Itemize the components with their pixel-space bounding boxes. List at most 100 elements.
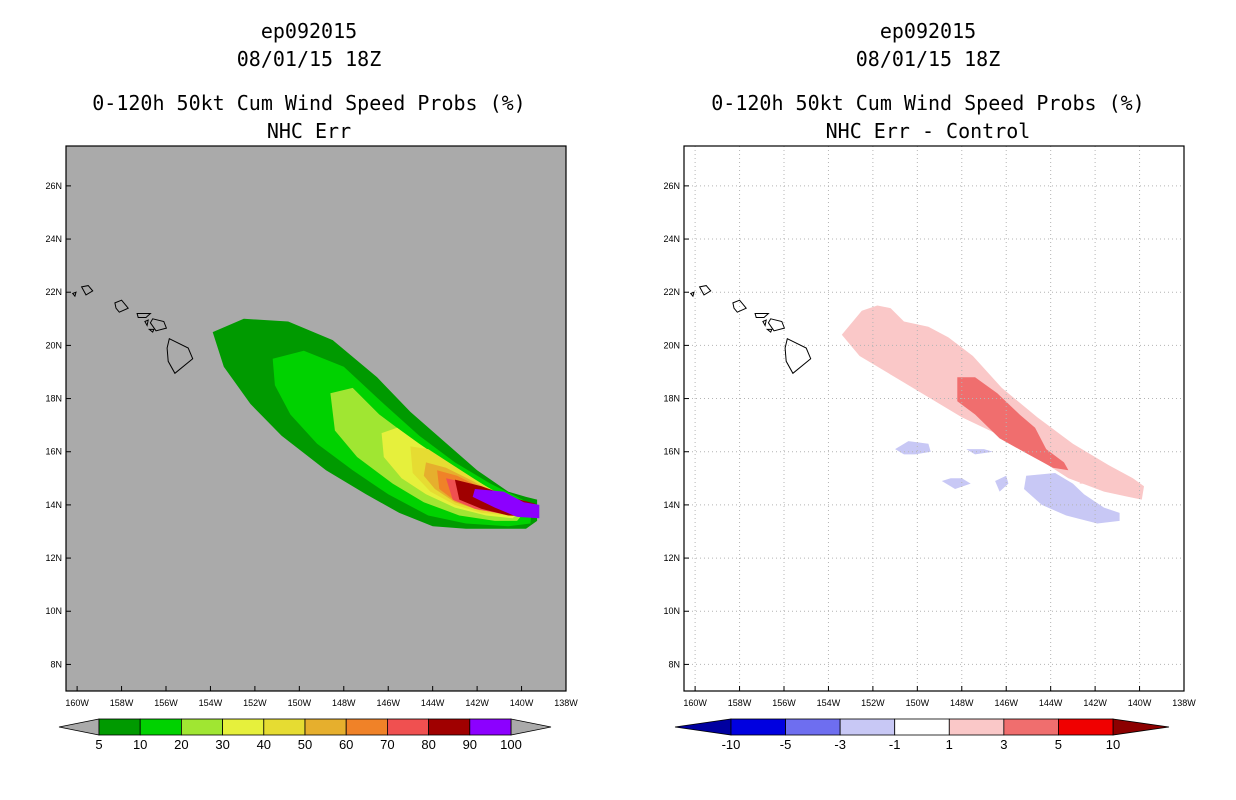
right-storm-id: ep092015 — [880, 19, 976, 43]
y-tick-label: 18N — [663, 394, 680, 404]
left-map-panel: 160W 158W 156W 154W 152W 150W 148W 146W 144W 142W… — [45, 145, 578, 708]
contour-level-neg3-6 — [995, 475, 1009, 492]
left-title: 0-120h 50kt Cum Wind Speed Probs (%) — [92, 91, 525, 115]
colorbar-swatch — [139, 718, 182, 736]
colorbar-label: 60 — [339, 737, 353, 752]
colorbar-swatch — [1058, 718, 1114, 736]
y-tick-label: 10N — [663, 606, 680, 616]
colorbar-swatch — [839, 718, 896, 736]
colorbar-swatch — [222, 718, 265, 736]
x-tick-label: 144W — [1039, 698, 1063, 708]
contour-level-3-1 — [957, 377, 1069, 471]
coastline-island-0 — [698, 285, 712, 296]
coastline-island-7 — [784, 337, 812, 375]
x-tick-label: 144W — [421, 698, 445, 708]
colorbar-swatch — [1003, 718, 1059, 736]
coastline-island-2 — [114, 299, 130, 313]
colorbar-label: 30 — [215, 737, 229, 752]
x-tick-label: 156W — [772, 698, 796, 708]
y-tick-label: 16N — [45, 447, 62, 457]
right-colorbar: -10 -5 -3 -1 1 3 5 10 — [674, 718, 1170, 752]
left-titles: ep092015 08/01/15 18Z 0-120h 50kt Cum Wi… — [92, 19, 525, 143]
contour-level-neg3-5 — [941, 478, 971, 489]
coastline-island-2 — [732, 299, 748, 313]
colorbar-label: 1 — [946, 737, 953, 752]
colorbar-swatch — [730, 718, 786, 736]
x-tick-label: 138W — [554, 698, 578, 708]
y-tick-label: 22N — [45, 287, 62, 297]
coastline-island-1 — [689, 291, 695, 298]
y-tick-label: 16N — [663, 447, 680, 457]
y-tick-label: 20N — [45, 340, 62, 350]
coastline-island-3 — [136, 313, 152, 318]
y-tick-label: 18N — [45, 394, 62, 404]
x-tick-label: 142W — [1083, 698, 1107, 708]
colorbar-right-arrow — [1112, 718, 1170, 736]
right-titles: ep092015 08/01/15 18Z 0-120h 50kt Cum Wi… — [711, 19, 1144, 143]
left-colorbar: 5 10 20 30 40 50 60 70 80 90 100 — [58, 718, 552, 752]
x-tick-label: 146W — [376, 698, 400, 708]
x-tick-label: 146W — [994, 698, 1018, 708]
y-tick-label: 12N — [45, 553, 62, 563]
right-datetime: 08/01/15 18Z — [856, 47, 1001, 71]
x-tick-label: 140W — [1128, 698, 1152, 708]
colorbar-swatch — [345, 718, 388, 736]
coastline-island-4 — [762, 319, 767, 327]
colorbar-label: -5 — [780, 737, 792, 752]
coastline-island-5 — [767, 318, 786, 332]
colorbar-label: -10 — [722, 737, 741, 752]
colorbar-swatch — [894, 718, 950, 736]
colorbar-swatch — [948, 718, 1005, 736]
x-tick-label: 140W — [510, 698, 534, 708]
y-tick-label: 20N — [663, 340, 680, 350]
map-frame — [65, 145, 567, 692]
x-tick-label: 158W — [110, 698, 134, 708]
y-tick-label: 22N — [663, 287, 680, 297]
x-tick-label: 152W — [243, 698, 267, 708]
x-tick-label: 152W — [861, 698, 885, 708]
x-tick-label: 158W — [728, 698, 752, 708]
x-tick-label: 142W — [465, 698, 489, 708]
coastline-island-5 — [149, 318, 168, 332]
y-tick-label: 10N — [45, 606, 62, 616]
y-tick-label: 14N — [45, 500, 62, 510]
x-tick-label: 154W — [817, 698, 841, 708]
colorbar-swatch — [180, 718, 223, 736]
x-tick-label: 138W — [1172, 698, 1196, 708]
x-tick-label: 148W — [332, 698, 356, 708]
x-tick-label: 148W — [950, 698, 974, 708]
y-tick-label: 14N — [663, 500, 680, 510]
colorbar-swatch — [304, 718, 347, 736]
right-subtitle: NHC Err - Control — [826, 119, 1031, 143]
contour-level-90-9 — [472, 489, 540, 519]
right-title: 0-120h 50kt Cum Wind Speed Probs (%) — [711, 91, 1144, 115]
map-frame — [683, 145, 1185, 692]
coastline-island-6 — [147, 328, 155, 333]
x-tick-label: 154W — [199, 698, 223, 708]
x-tick-label: 160W — [683, 698, 707, 708]
coastline-island-7 — [166, 337, 194, 375]
coastline-island-4 — [144, 319, 149, 327]
contour-level-1-2 — [1079, 475, 1098, 484]
colorbar-right-arrow — [510, 718, 552, 736]
contour-level-neg3-4 — [966, 449, 993, 455]
left-subtitle: NHC Err — [267, 119, 351, 143]
x-tick-label: 160W — [65, 698, 89, 708]
colorbar-label: -3 — [834, 737, 846, 752]
y-tick-label: 8N — [50, 659, 62, 669]
coastline-island-0 — [80, 285, 94, 296]
colorbar-label: 40 — [257, 737, 271, 752]
colorbar-label: 70 — [380, 737, 394, 752]
colorbar-label: 50 — [298, 737, 312, 752]
left-datetime: 08/01/15 18Z — [237, 47, 382, 71]
colorbar-swatch — [785, 718, 841, 736]
colorbar-label: 3 — [1000, 737, 1007, 752]
left-storm-id: ep092015 — [261, 19, 357, 43]
right-map-panel: 160W 158W 156W 154W 152W 150W 148W 146W 144W 142W… — [663, 145, 1196, 708]
colorbar-label: -1 — [889, 737, 901, 752]
coastline-island-3 — [754, 313, 770, 318]
colorbar-label: 5 — [95, 737, 102, 752]
y-tick-label: 26N — [45, 181, 62, 191]
y-tick-label: 12N — [663, 553, 680, 563]
x-tick-label: 150W — [906, 698, 930, 708]
